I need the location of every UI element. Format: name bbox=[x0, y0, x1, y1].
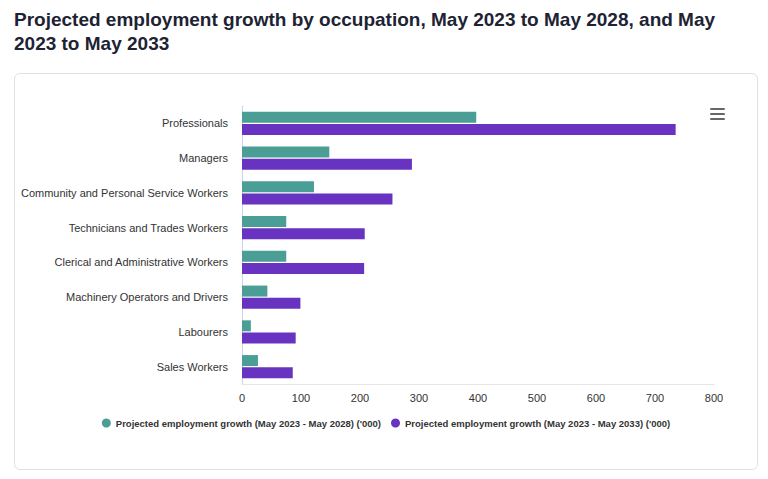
svg-text:Technicians and Trades Workers: Technicians and Trades Workers bbox=[69, 222, 229, 234]
svg-text:Labourers: Labourers bbox=[178, 326, 228, 338]
svg-text:Projected employment growth (M: Projected employment growth (May 2023 - … bbox=[405, 418, 670, 429]
svg-text:Projected employment growth (M: Projected employment growth (May 2023 - … bbox=[116, 418, 381, 429]
svg-text:300: 300 bbox=[410, 392, 428, 404]
svg-text:Professionals: Professionals bbox=[162, 117, 229, 129]
svg-text:Clerical and Administrative Wo: Clerical and Administrative Workers bbox=[55, 256, 229, 268]
svg-text:200: 200 bbox=[351, 392, 369, 404]
html-text:Projected employment growth by: Projected employment growth by occupatio… bbox=[14, 9, 716, 54]
svg-text:Sales Workers: Sales Workers bbox=[157, 361, 229, 373]
svg-text:Managers: Managers bbox=[179, 152, 228, 164]
svg-text:800: 800 bbox=[705, 392, 723, 404]
svg-text:Community and Personal Service: Community and Personal Service Workers bbox=[21, 187, 229, 199]
svg-text:0: 0 bbox=[239, 392, 245, 404]
svg-text:500: 500 bbox=[528, 392, 546, 404]
svg-text:700: 700 bbox=[646, 392, 664, 404]
svg-text:600: 600 bbox=[587, 392, 605, 404]
svg-text:100: 100 bbox=[292, 392, 310, 404]
svg-text:400: 400 bbox=[469, 392, 487, 404]
svg-text:Machinery Operators and Driver: Machinery Operators and Drivers bbox=[66, 291, 229, 303]
